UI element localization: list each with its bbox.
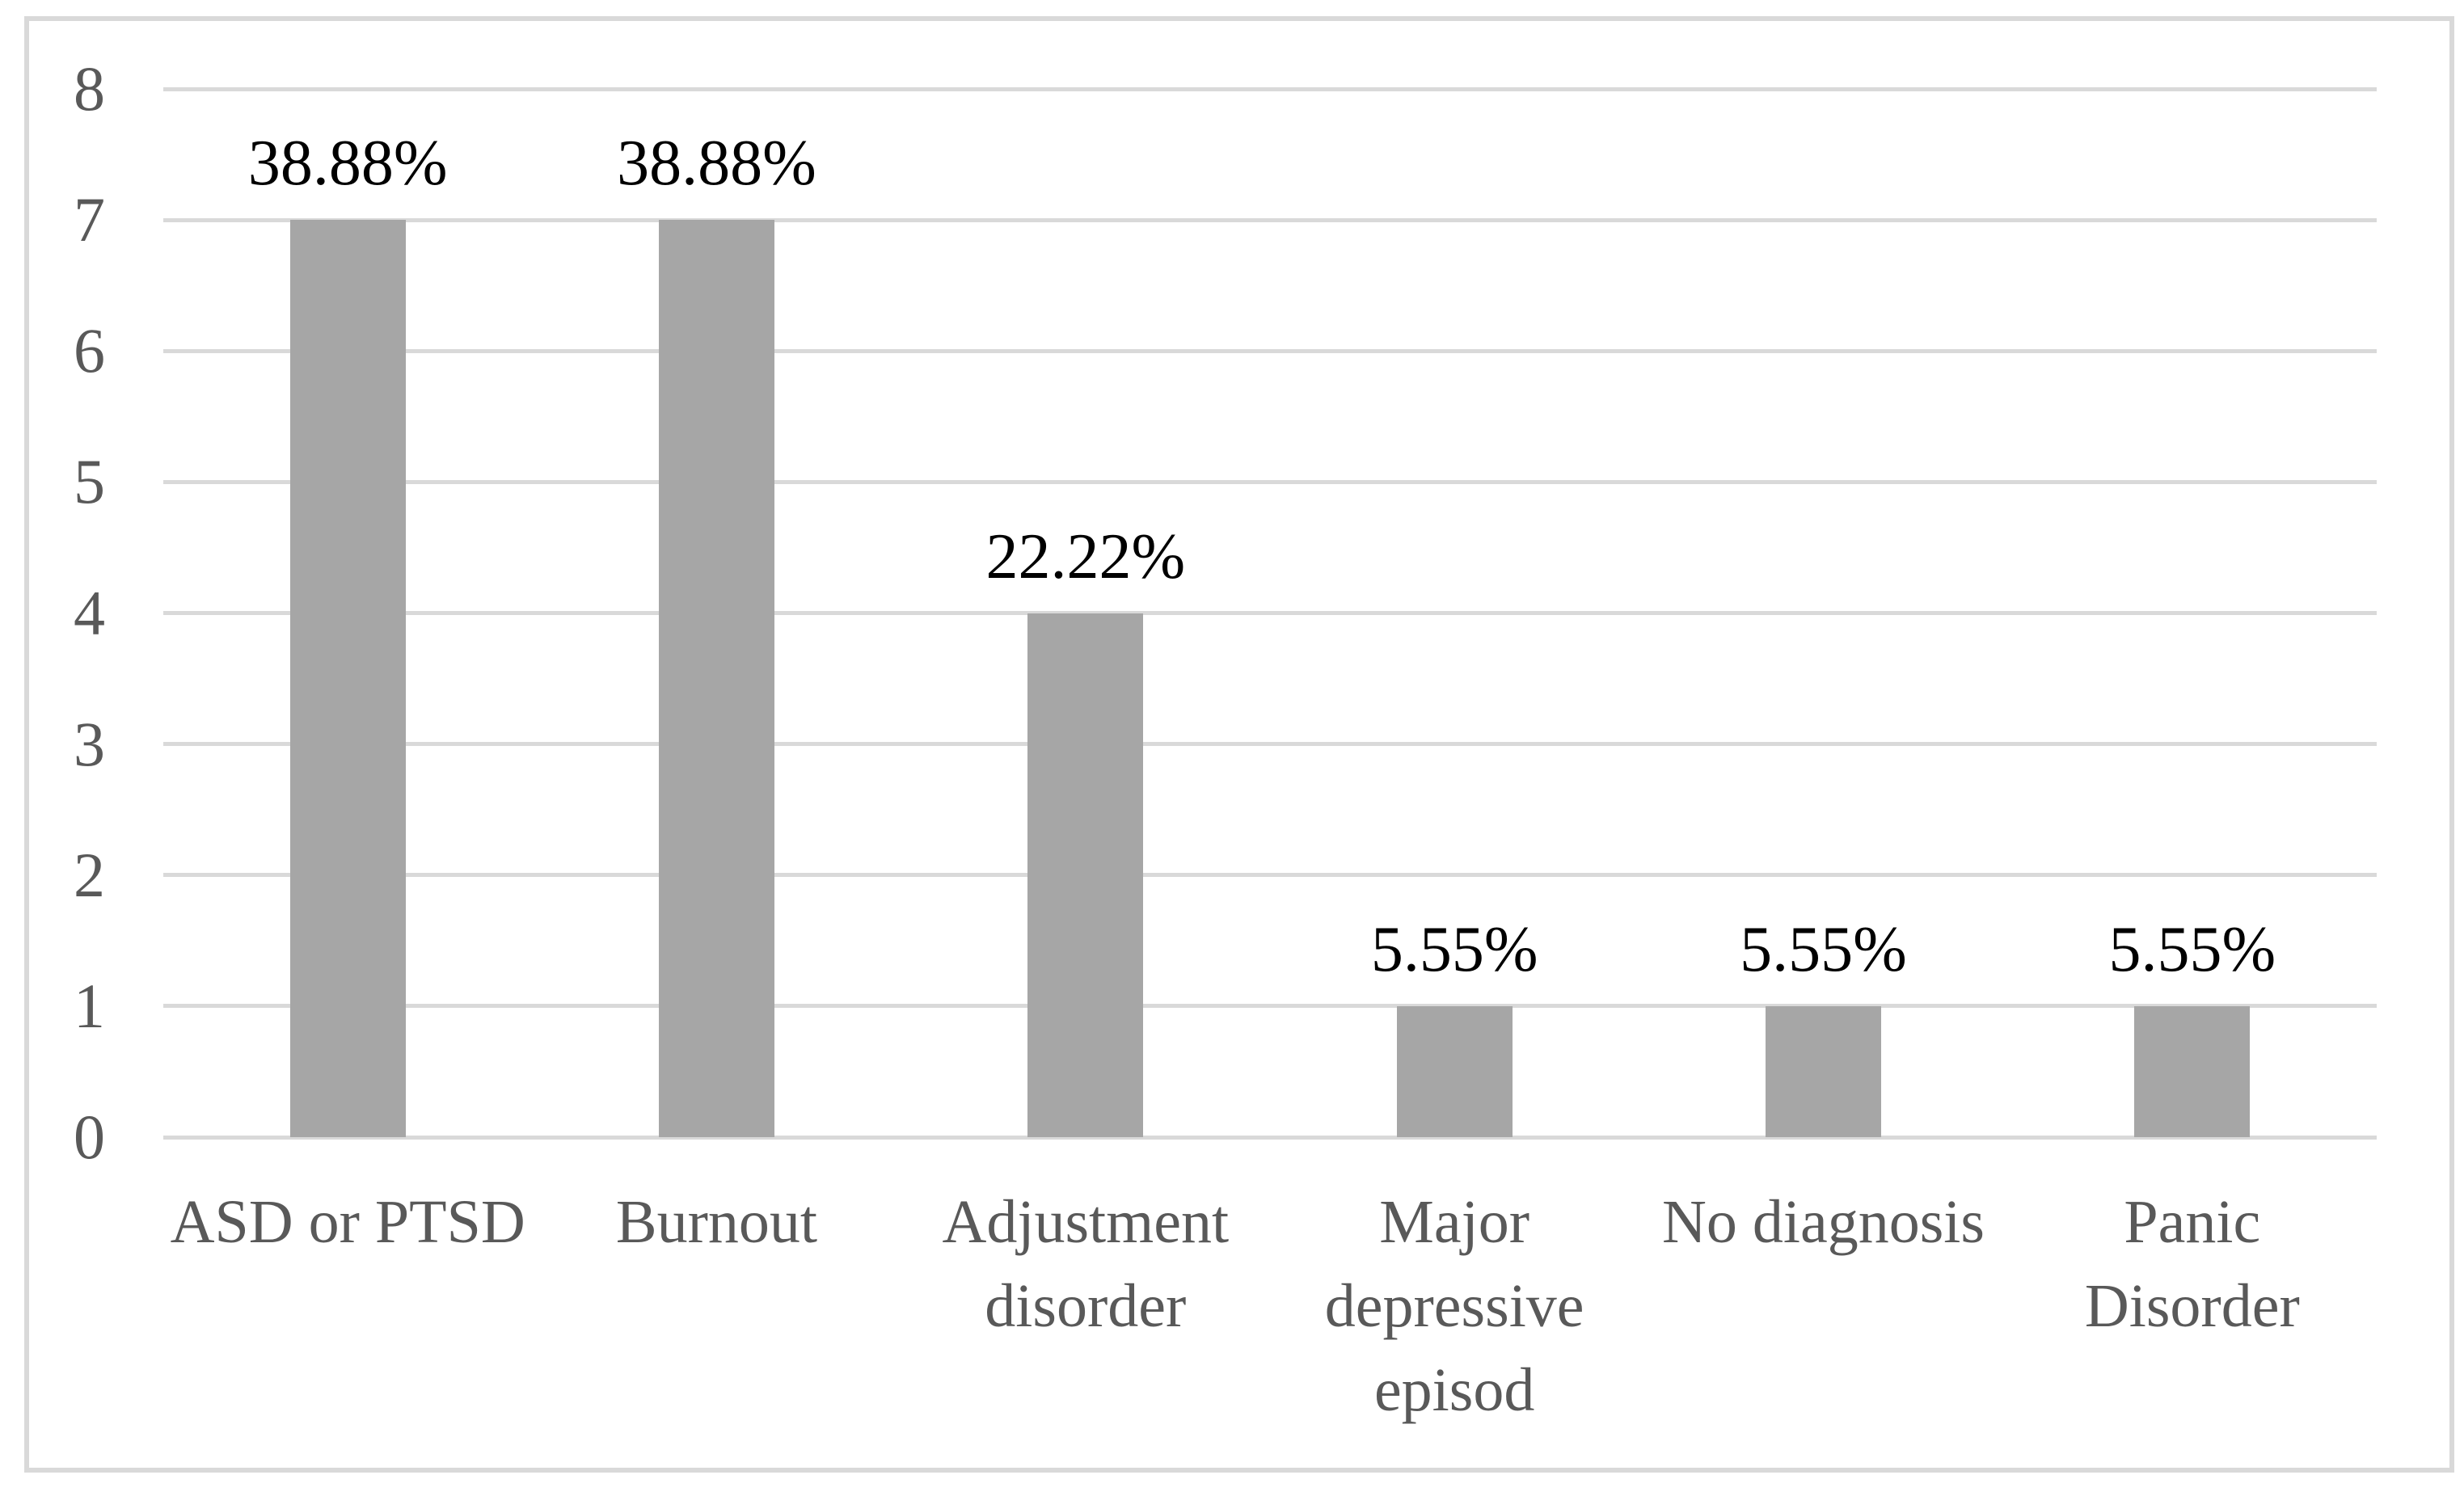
data-label-panic-disorder: 5.55% <box>2108 913 2276 985</box>
bar-major-depressive-episod <box>1396 1005 1513 1137</box>
ytick-label-7: 7 <box>74 184 105 255</box>
bar-adjustment-disorder <box>1027 613 1144 1137</box>
gridline-y-1 <box>163 1004 2377 1009</box>
bar-asd-or-ptsd <box>289 220 406 1137</box>
data-label-asd-or-ptsd: 38.88% <box>247 128 448 200</box>
xtick-label-panic-disorder: Panic Disorder <box>2084 1188 2300 1340</box>
gridline-y-5 <box>163 479 2377 484</box>
bar-burnout <box>659 220 774 1137</box>
ytick-label-1: 1 <box>74 970 105 1041</box>
data-label-no-diagnosis: 5.55% <box>1740 913 1907 985</box>
gridline-y-3 <box>163 742 2377 747</box>
xtick-label-burnout: Burnout <box>615 1188 818 1256</box>
bar-no-diagnosis <box>1766 1005 1881 1137</box>
ytick-label-3: 3 <box>74 708 105 779</box>
ytick-label-8: 8 <box>74 53 105 124</box>
ytick-label-2: 2 <box>74 839 105 910</box>
xtick-label-major-depressive-episod: Major depressive episod <box>1324 1188 1584 1424</box>
ytick-label-4: 4 <box>74 577 105 648</box>
bar-panic-disorder <box>2134 1005 2251 1137</box>
xtick-label-asd-or-ptsd: ASD or PTSD <box>170 1188 525 1256</box>
ytick-label-6: 6 <box>74 315 105 386</box>
gridline-y-2 <box>163 873 2377 878</box>
gridline-y-7 <box>163 217 2377 222</box>
xtick-label-adjustment-disorder: Adjustment disorder <box>942 1188 1230 1340</box>
gridline-y-6 <box>163 348 2377 353</box>
data-label-burnout: 38.88% <box>617 128 816 200</box>
ytick-label-0: 0 <box>74 1102 105 1172</box>
ytick-label-5: 5 <box>74 446 105 517</box>
gridline-y-8 <box>163 86 2377 91</box>
gridline-y-0 <box>163 1135 2377 1140</box>
data-label-adjustment-disorder: 22.22% <box>985 520 1186 592</box>
xtick-label-no-diagnosis: No diagnosis <box>1661 1188 1985 1256</box>
gridline-y-4 <box>163 611 2377 615</box>
data-label-major-depressive-episod: 5.55% <box>1370 913 1538 985</box>
plot-area <box>163 86 2377 1140</box>
